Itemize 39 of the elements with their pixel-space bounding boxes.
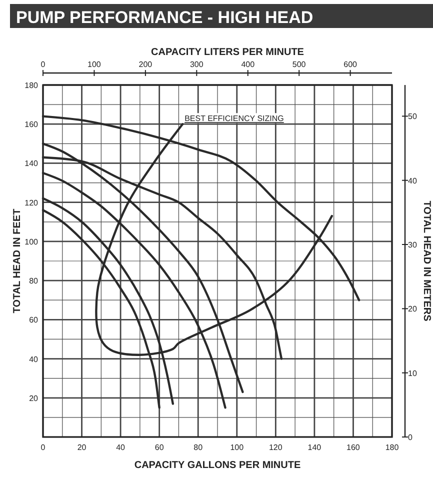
x-tick-label: 120 bbox=[268, 443, 283, 452]
x-tick-label: 80 bbox=[194, 443, 204, 452]
x-tick-label: 140 bbox=[308, 443, 322, 452]
y-tick-label: 180 bbox=[24, 81, 39, 90]
y2-tick-label: 0 bbox=[408, 433, 413, 442]
x-tick-label: 100 bbox=[230, 443, 244, 452]
y2-axis-title: TOTAL HEAD IN METERS bbox=[421, 200, 432, 322]
chart-title: PUMP PERFORMANCE - HIGH HEAD bbox=[16, 8, 314, 27]
x2-tick-label: 500 bbox=[292, 60, 306, 69]
x-tick-label: 160 bbox=[346, 443, 360, 452]
y2-tick-label: 10 bbox=[408, 368, 418, 378]
x-tick-label: 40 bbox=[116, 443, 126, 452]
y-tick-label: 160 bbox=[24, 120, 39, 130]
x-tick-label: 20 bbox=[77, 443, 87, 452]
y2-tick-label: 30 bbox=[408, 240, 418, 250]
y-tick-label: 60 bbox=[29, 316, 39, 325]
y2-tick-label: 40 bbox=[408, 176, 418, 186]
x2-tick-label: 400 bbox=[241, 60, 256, 69]
y-tick-label: 80 bbox=[29, 276, 39, 286]
x2-tick-label: 100 bbox=[88, 60, 102, 69]
x-tick-label: 0 bbox=[40, 443, 46, 452]
y-axis-title: TOTAL HEAD IN FEET bbox=[12, 208, 23, 314]
x2-axis-title: CAPACITY LITERS PER MINUTE bbox=[151, 47, 304, 58]
y-tick-label: 120 bbox=[24, 198, 39, 208]
y-tick-label: 20 bbox=[29, 394, 39, 403]
y-tick-label: 40 bbox=[29, 354, 39, 364]
x-axis-title: CAPACITY GALLONS PER MINUTE bbox=[134, 460, 301, 471]
y2-tick-label: 50 bbox=[408, 112, 418, 122]
y2-tick-label: 20 bbox=[408, 304, 418, 314]
x2-tick-label: 0 bbox=[40, 60, 46, 69]
x2-tick-label: 600 bbox=[344, 60, 358, 69]
x-tick-label: 180 bbox=[385, 443, 400, 452]
title-banner: PUMP PERFORMANCE - HIGH HEAD bbox=[10, 4, 433, 28]
x2-tick-label: 200 bbox=[138, 60, 153, 69]
x2-tick-label: 300 bbox=[190, 60, 204, 69]
y-tick-label: 100 bbox=[24, 237, 39, 246]
series-label: BEST EFFICIENCY SIZING bbox=[184, 114, 284, 124]
y-tick-label: 140 bbox=[24, 159, 39, 168]
x-tick-label: 60 bbox=[154, 443, 164, 452]
